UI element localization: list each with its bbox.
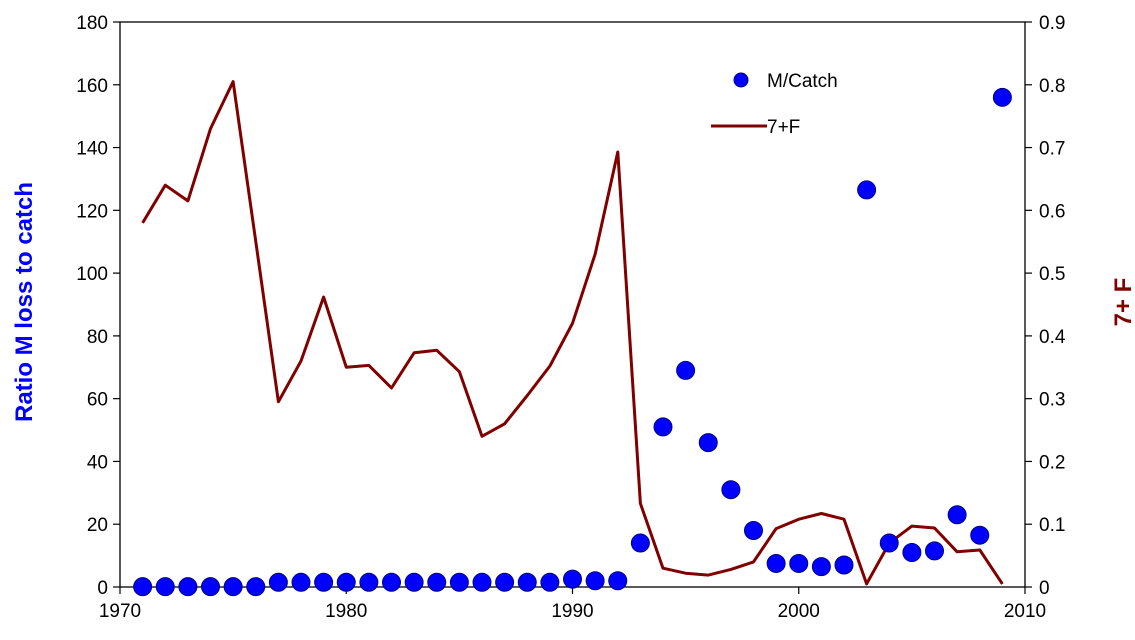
legend-box	[700, 62, 882, 144]
x-tick-label: 1970	[99, 601, 141, 622]
x-tick-label: 1990	[551, 601, 593, 622]
x-tick-label: 1980	[325, 601, 367, 622]
scatter-point-m-catch	[947, 505, 967, 525]
scatter-point-m-catch	[608, 571, 628, 591]
x-tick-label: 2000	[778, 601, 820, 622]
left-y-axis: 0 20 40 60 80 100 120 140 160 180	[76, 13, 120, 599]
scatter-point-m-catch	[291, 572, 311, 592]
left-y-tick-label: 140	[76, 139, 108, 160]
scatter-point-m-catch	[698, 433, 718, 453]
right-y-axis: 0 0.1 0.2 0.3 0.4 0.5 0.6 0.7 0.8 0.9	[1025, 13, 1066, 599]
left-y-tick-label: 60	[87, 390, 108, 411]
scatter-point-m-catch	[970, 525, 990, 545]
scatter-point-m-catch	[834, 555, 854, 575]
scatter-point-m-catch	[336, 572, 356, 592]
scatter-point-m-catch	[178, 577, 198, 597]
scatter-point-m-catch	[427, 572, 447, 592]
scatter-point-m-catch	[382, 572, 401, 592]
left-y-tick-label: 80	[87, 327, 108, 348]
scatter-point-m-catch	[630, 533, 650, 553]
right-y-tick-label: 0.7	[1039, 139, 1065, 160]
right-y-tick-label: 0.1	[1039, 515, 1065, 536]
legend-label-7plusF: 7+F	[767, 117, 800, 138]
legend-label-m-catch: M/Catch	[767, 71, 838, 92]
x-axis: 1970 1980 1990 2000 2010	[99, 587, 1046, 622]
scatter-point-m-catch	[495, 572, 515, 592]
scatter-point-m-catch	[201, 577, 220, 597]
scatter-point-m-catch	[404, 572, 424, 592]
scatter-point-m-catch	[223, 577, 243, 597]
scatter-point-m-catch	[517, 572, 537, 592]
scatter-point-m-catch	[902, 542, 922, 562]
legend-marker-m-catch	[733, 72, 749, 88]
scatter-point-m-catch	[133, 577, 153, 597]
left-y-tick-label: 100	[76, 264, 108, 285]
scatter-point-m-catch	[359, 572, 379, 592]
right-y-tick-label: 0	[1039, 578, 1050, 599]
left-y-tick-label: 20	[87, 515, 108, 536]
scatter-point-m-catch	[563, 569, 582, 589]
right-y-tick-label: 0.8	[1039, 76, 1065, 97]
scatter-series-m-catch	[133, 87, 1012, 597]
x-tick-label: 2010	[1004, 601, 1046, 622]
scatter-point-m-catch	[540, 572, 560, 592]
scatter-point-m-catch	[449, 572, 469, 592]
line-series-7plusF	[141, 80, 1004, 586]
scatter-point-m-catch	[744, 521, 763, 540]
plot-border	[119, 21, 1026, 588]
scatter-point-m-catch	[314, 572, 334, 592]
scatter-point-m-catch	[925, 541, 944, 561]
left-y-tick-label: 0	[97, 578, 108, 599]
legend: M/Catch 7+F	[700, 62, 882, 144]
scatter-point-m-catch	[268, 572, 288, 592]
left-y-tick-label: 180	[76, 13, 108, 34]
scatter-point-m-catch	[246, 577, 266, 597]
right-y-tick-label: 0.3	[1039, 390, 1065, 411]
right-y-tick-label: 0.5	[1039, 264, 1065, 285]
right-y-axis-title: 7+ F	[1110, 278, 1135, 327]
right-y-tick-label: 0.9	[1039, 13, 1065, 34]
scatter-point-m-catch	[811, 557, 831, 577]
left-y-axis-title: Ratio M loss to catch	[11, 182, 38, 422]
left-y-tick-label: 160	[76, 76, 108, 97]
right-y-tick-label: 0.4	[1039, 327, 1066, 348]
scatter-point-m-catch	[585, 571, 605, 591]
scatter-point-m-catch	[789, 553, 809, 573]
plot-area	[119, 21, 1026, 588]
scatter-point-m-catch	[653, 417, 673, 437]
right-y-tick-label: 0.2	[1039, 452, 1065, 473]
scatter-point-m-catch	[992, 87, 1012, 107]
line-7plusF	[141, 80, 1004, 586]
scatter-point-m-catch	[879, 533, 899, 553]
left-y-tick-label: 40	[87, 452, 108, 473]
scatter-point-m-catch	[472, 572, 492, 592]
scatter-point-m-catch	[676, 360, 696, 380]
scatter-point-m-catch	[857, 180, 877, 200]
scatter-point-m-catch	[155, 577, 175, 597]
scatter-point-m-catch	[721, 480, 741, 500]
right-y-tick-label: 0.6	[1039, 201, 1065, 222]
left-y-tick-label: 120	[76, 201, 108, 222]
scatter-point-m-catch	[766, 553, 786, 573]
